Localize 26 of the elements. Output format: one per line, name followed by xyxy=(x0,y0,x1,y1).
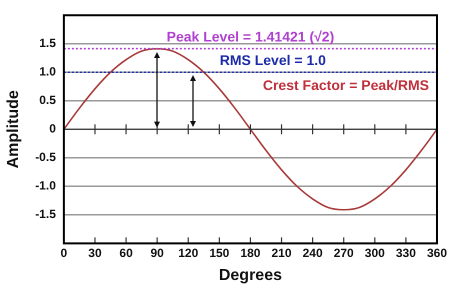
ref-line-label: Peak Level = 1.41421 (√2) xyxy=(166,28,334,44)
y-tick-label: -1.0 xyxy=(35,178,56,193)
y-axis-title: Amplitude xyxy=(5,90,22,168)
y-tick-label: 0.5 xyxy=(39,93,56,108)
x-tick-label: 30 xyxy=(88,246,102,260)
annotation: Crest Factor = Peak/RMS xyxy=(262,76,429,93)
x-tick-label: 240 xyxy=(302,246,323,260)
x-tick-label: 330 xyxy=(396,246,416,260)
x-tick-label: 120 xyxy=(178,246,199,260)
ref-line-label: RMS Level = 1.0 xyxy=(220,52,326,68)
x-tick-label: 180 xyxy=(240,246,261,260)
x-tick-label: 60 xyxy=(119,246,134,260)
x-tick-label: 210 xyxy=(272,246,292,260)
y-tick-label: -0.5 xyxy=(35,150,56,164)
y-tick-label: 1.5 xyxy=(39,36,56,50)
x-tick-label: 0 xyxy=(60,246,68,260)
x-tick-label: 360 xyxy=(426,246,448,260)
y-tick-label: 0 xyxy=(49,122,56,136)
x-tick-label: 150 xyxy=(209,246,230,260)
x-tick-label: 300 xyxy=(364,246,386,260)
line-series xyxy=(64,48,437,211)
x-tick-label: 270 xyxy=(334,246,354,260)
y-tick-label: -1.5 xyxy=(35,207,56,222)
y-tick-label: 1.0 xyxy=(39,64,56,79)
x-axis-title: Degrees xyxy=(218,266,282,284)
x-tick-label: 90 xyxy=(150,246,164,260)
